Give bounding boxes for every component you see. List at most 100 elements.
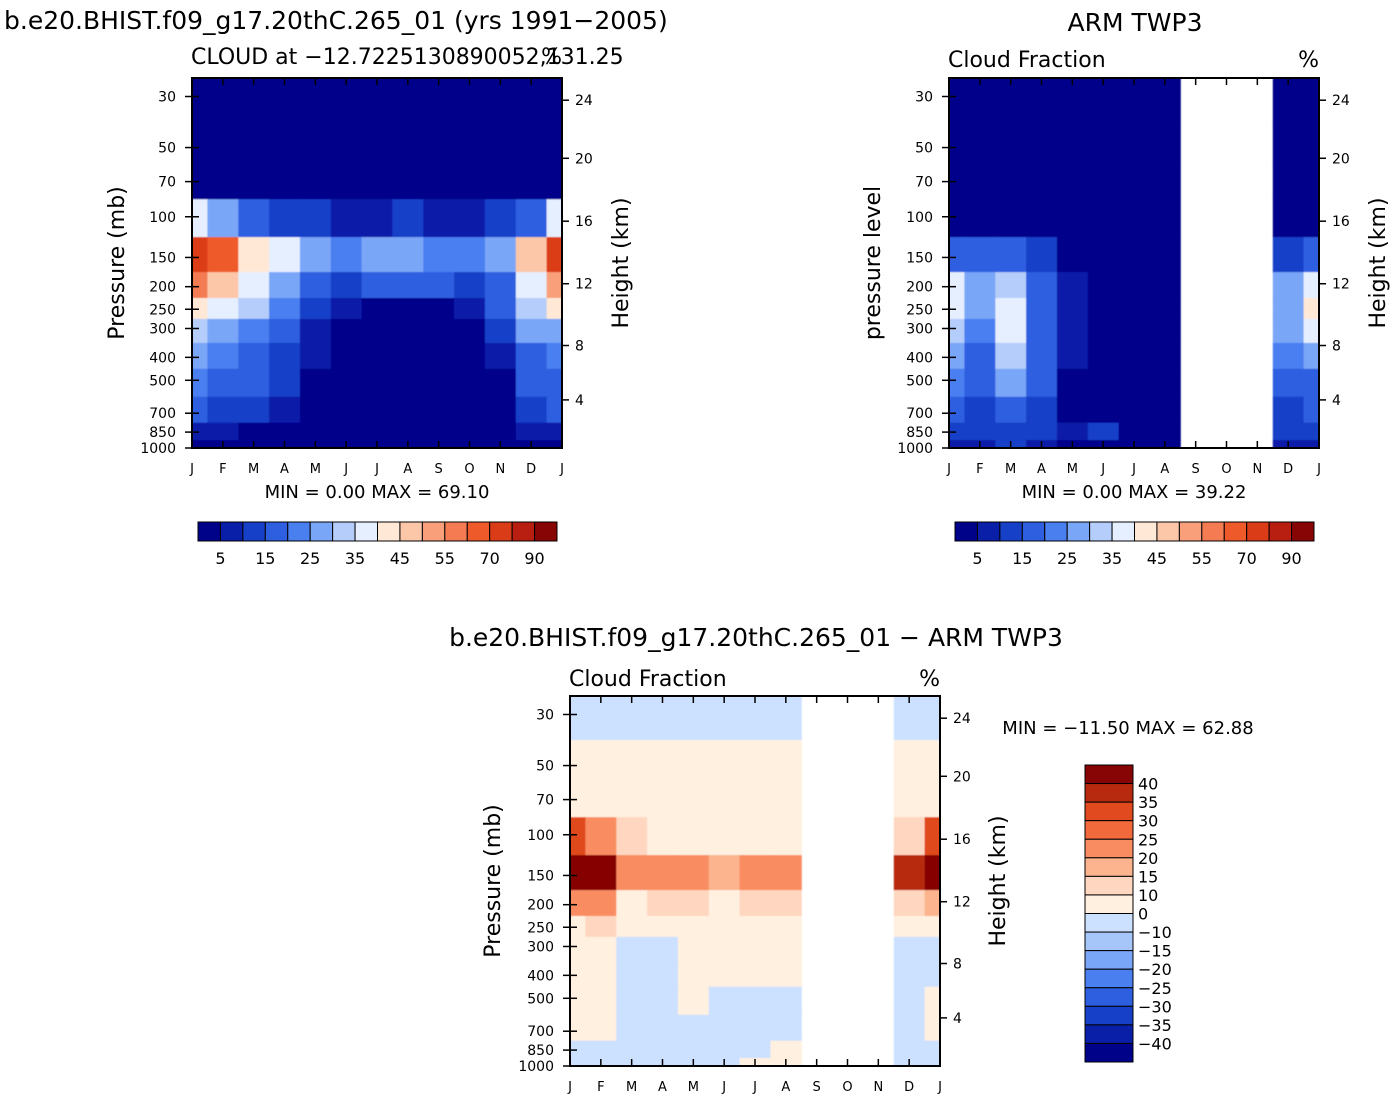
colorbar-label: 35 xyxy=(345,549,365,568)
heat-cell xyxy=(1056,122,1089,166)
heat-cell xyxy=(924,960,941,988)
heat-cell xyxy=(964,164,996,200)
heat-cell xyxy=(570,817,586,856)
heat-cell xyxy=(924,1058,941,1067)
heat-cell xyxy=(647,817,679,856)
heat-cell xyxy=(924,1014,941,1042)
height-tick-label: 24 xyxy=(953,711,971,727)
heat-cell xyxy=(893,740,926,784)
heat-cell xyxy=(1087,368,1120,398)
heat-cell xyxy=(1303,237,1320,273)
heat-cell xyxy=(1149,78,1181,123)
heat-cell xyxy=(739,782,771,818)
heat-cell xyxy=(330,318,363,344)
heat-cell xyxy=(570,960,586,988)
height-tick-label: 16 xyxy=(575,214,593,230)
heat-cell xyxy=(192,368,208,398)
heat-cell xyxy=(770,916,802,938)
heat-cell xyxy=(616,817,648,856)
heat-cell xyxy=(484,368,517,398)
heat-cell xyxy=(739,986,771,1016)
month-tick-label: S xyxy=(813,1080,821,1095)
heat-cell xyxy=(949,164,965,200)
pressure-tick-label: 500 xyxy=(906,373,933,389)
heat-cell xyxy=(1056,298,1089,320)
heat-cell xyxy=(392,298,424,320)
heat-cell xyxy=(392,342,424,370)
heat-cell xyxy=(515,199,548,238)
heat-cell xyxy=(739,916,771,938)
month-tick-label: N xyxy=(873,1080,883,1095)
heat-cell xyxy=(238,422,270,441)
heat-cell xyxy=(570,916,586,938)
heat-cell xyxy=(515,298,548,320)
heat-cell xyxy=(423,368,455,398)
heat-cell xyxy=(1303,318,1320,344)
heat-cell xyxy=(924,890,941,917)
heat-cell xyxy=(454,318,486,344)
heat-cell xyxy=(238,164,270,200)
heat-cell xyxy=(570,936,586,962)
colorbar-label: 15 xyxy=(1012,549,1032,568)
heat-cell xyxy=(1303,78,1320,123)
heat-cell xyxy=(515,368,548,398)
heat-cell xyxy=(192,78,208,123)
heat-cell xyxy=(647,855,679,891)
ylabel-diff: Pressure (mb) xyxy=(481,804,506,958)
heat-cell xyxy=(949,368,965,398)
heat-cell xyxy=(677,960,710,988)
colorbar-label: 55 xyxy=(435,549,455,568)
heat-cell xyxy=(770,1014,802,1042)
heat-cell xyxy=(647,1040,679,1059)
heat-cell xyxy=(392,78,424,123)
units-diff: % xyxy=(919,667,940,692)
heat-cell xyxy=(269,298,301,320)
heat-cell xyxy=(330,422,363,441)
heat-cell xyxy=(770,855,802,891)
height-tick-label: 24 xyxy=(1332,93,1350,109)
height-tick-label: 8 xyxy=(575,339,584,355)
heat-cell xyxy=(1118,237,1150,273)
heat-cell xyxy=(515,422,548,441)
heat-cell xyxy=(1026,342,1058,370)
colorbar-label: 25 xyxy=(300,549,320,568)
heat-cell xyxy=(770,817,802,856)
heat-cell xyxy=(995,396,1027,424)
stats-diff: MIN = −11.50 MAX = 62.88 xyxy=(1002,718,1253,739)
heat-cell xyxy=(1303,122,1320,166)
heat-cell xyxy=(708,740,741,784)
heat-cell xyxy=(1026,164,1058,200)
colorbar-swatch xyxy=(1246,521,1270,542)
colorbar-swatch xyxy=(1156,521,1180,542)
pressure-tick-label: 300 xyxy=(906,321,933,337)
heat-cell xyxy=(454,237,486,273)
colorbar-swatch xyxy=(354,521,378,542)
heat-cell xyxy=(677,740,710,784)
heat-cell xyxy=(330,164,363,200)
heat-cell xyxy=(647,740,679,784)
heat-cell xyxy=(893,782,926,818)
colorbar-swatch xyxy=(309,521,334,542)
height-tick-label: 12 xyxy=(1332,277,1350,293)
heat-cell xyxy=(1272,298,1305,320)
heat-cell xyxy=(677,1040,710,1059)
heat-cell xyxy=(677,696,710,741)
heat-cell xyxy=(647,936,679,962)
heat-cell xyxy=(546,237,563,273)
heat-cell xyxy=(677,782,710,818)
heat-cell xyxy=(995,298,1027,320)
heat-cell xyxy=(677,855,710,891)
month-tick-label: J xyxy=(1100,462,1105,477)
heat-cell xyxy=(708,817,741,856)
heat-cell xyxy=(330,342,363,370)
pressure-tick-label: 1000 xyxy=(140,441,176,457)
heat-cell xyxy=(238,318,270,344)
heat-cell xyxy=(1026,122,1058,166)
heat-cell xyxy=(739,960,771,988)
heat-cell xyxy=(1118,78,1150,123)
month-tick-label: O xyxy=(464,462,474,477)
colorbar-swatch xyxy=(1084,950,1134,970)
colorbar-swatch xyxy=(999,521,1023,542)
heat-cell xyxy=(708,960,741,988)
heat-cell xyxy=(677,1014,710,1042)
